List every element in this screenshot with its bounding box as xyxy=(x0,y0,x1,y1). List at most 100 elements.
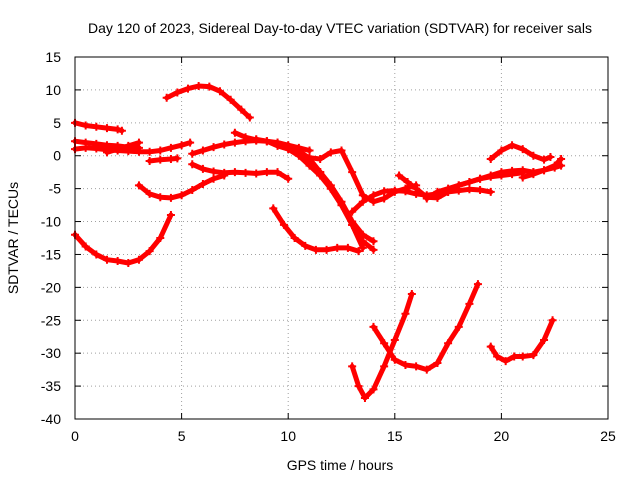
data-point xyxy=(166,210,175,219)
data-point xyxy=(433,187,442,196)
data-point xyxy=(102,255,111,264)
data-point xyxy=(177,141,186,150)
data-point xyxy=(92,122,101,131)
chart-title: Day 120 of 2023, Sidereal Day-to-day VTE… xyxy=(88,20,592,36)
data-point xyxy=(540,155,549,164)
series-arc-19 xyxy=(486,141,555,164)
data-point xyxy=(209,167,218,176)
data-point xyxy=(348,168,357,177)
series-line xyxy=(104,140,142,155)
series-arc-7 xyxy=(134,171,229,202)
data-point xyxy=(369,191,378,200)
data-point xyxy=(311,245,320,254)
data-point xyxy=(412,184,421,193)
data-point xyxy=(198,180,207,189)
data-point xyxy=(102,148,111,157)
data-point xyxy=(252,135,261,144)
data-point xyxy=(497,146,506,155)
data-point xyxy=(358,230,367,239)
data-point xyxy=(348,220,357,229)
data-point xyxy=(465,185,474,194)
data-point xyxy=(529,351,538,360)
data-point xyxy=(145,156,154,165)
series-arc-6 xyxy=(145,154,182,165)
data-point xyxy=(245,113,254,122)
data-point xyxy=(177,191,186,200)
y-axis-label: SDTVAR / TECUs xyxy=(5,182,21,294)
data-point xyxy=(124,141,133,150)
data-point xyxy=(529,151,538,160)
data-point xyxy=(510,352,519,361)
series-line xyxy=(189,161,291,182)
data-point xyxy=(92,139,101,148)
data-point xyxy=(348,207,357,216)
data-point xyxy=(156,146,165,155)
y-tick-label: -30 xyxy=(41,345,61,361)
data-point xyxy=(497,171,506,180)
data-point xyxy=(230,128,239,137)
data-point xyxy=(301,241,310,250)
data-point xyxy=(390,336,399,345)
data-point xyxy=(550,163,559,172)
data-point xyxy=(337,201,346,210)
data-point xyxy=(486,155,495,164)
data-point xyxy=(188,185,197,194)
data-point xyxy=(252,169,261,178)
data-point xyxy=(360,393,369,402)
data-point xyxy=(284,143,293,152)
data-point xyxy=(358,197,367,206)
data-point xyxy=(209,174,218,183)
data-point xyxy=(422,194,431,203)
x-tick-label: 5 xyxy=(178,428,186,444)
data-point xyxy=(322,245,331,254)
data-point xyxy=(290,234,299,242)
data-point xyxy=(465,299,474,308)
grid xyxy=(75,57,608,419)
y-tick-label: -40 xyxy=(41,411,61,427)
y-tick-label: 15 xyxy=(45,49,61,65)
data-point xyxy=(305,153,314,162)
data-point xyxy=(102,124,111,133)
plot-frame xyxy=(74,56,609,420)
data-point xyxy=(117,126,126,135)
data-point xyxy=(173,88,182,97)
data-point xyxy=(476,185,485,194)
data-point xyxy=(444,184,453,193)
data-point xyxy=(166,193,175,202)
data-point xyxy=(422,365,431,374)
data-point xyxy=(209,143,218,152)
data-point xyxy=(262,168,271,177)
data-point xyxy=(316,168,325,177)
data-point xyxy=(354,382,363,391)
data-point xyxy=(454,181,463,190)
data-point xyxy=(333,243,342,252)
data-point xyxy=(476,174,485,183)
series-line xyxy=(349,291,415,401)
data-point xyxy=(226,95,235,104)
data-point xyxy=(493,352,502,361)
data-point xyxy=(557,161,566,170)
y-tick-label: -25 xyxy=(41,312,61,328)
data-point xyxy=(134,181,143,190)
data-point xyxy=(166,143,175,152)
data-point xyxy=(433,359,442,368)
data-point xyxy=(237,105,246,114)
data-point xyxy=(145,247,154,256)
data-point xyxy=(220,140,229,149)
data-point xyxy=(486,187,495,196)
data-point xyxy=(262,137,271,146)
y-tick-label: 10 xyxy=(45,82,61,98)
data-point xyxy=(230,138,239,147)
data-point xyxy=(508,170,517,179)
series-arc-22 xyxy=(348,289,416,402)
data-point xyxy=(354,247,363,256)
data-point xyxy=(444,339,453,348)
y-tick-label: -10 xyxy=(41,214,61,230)
data-point xyxy=(380,194,389,203)
data-point xyxy=(156,155,165,164)
data-point xyxy=(145,189,154,198)
series-arc-24 xyxy=(486,316,557,366)
data-point xyxy=(548,316,557,325)
data-point xyxy=(348,362,357,371)
